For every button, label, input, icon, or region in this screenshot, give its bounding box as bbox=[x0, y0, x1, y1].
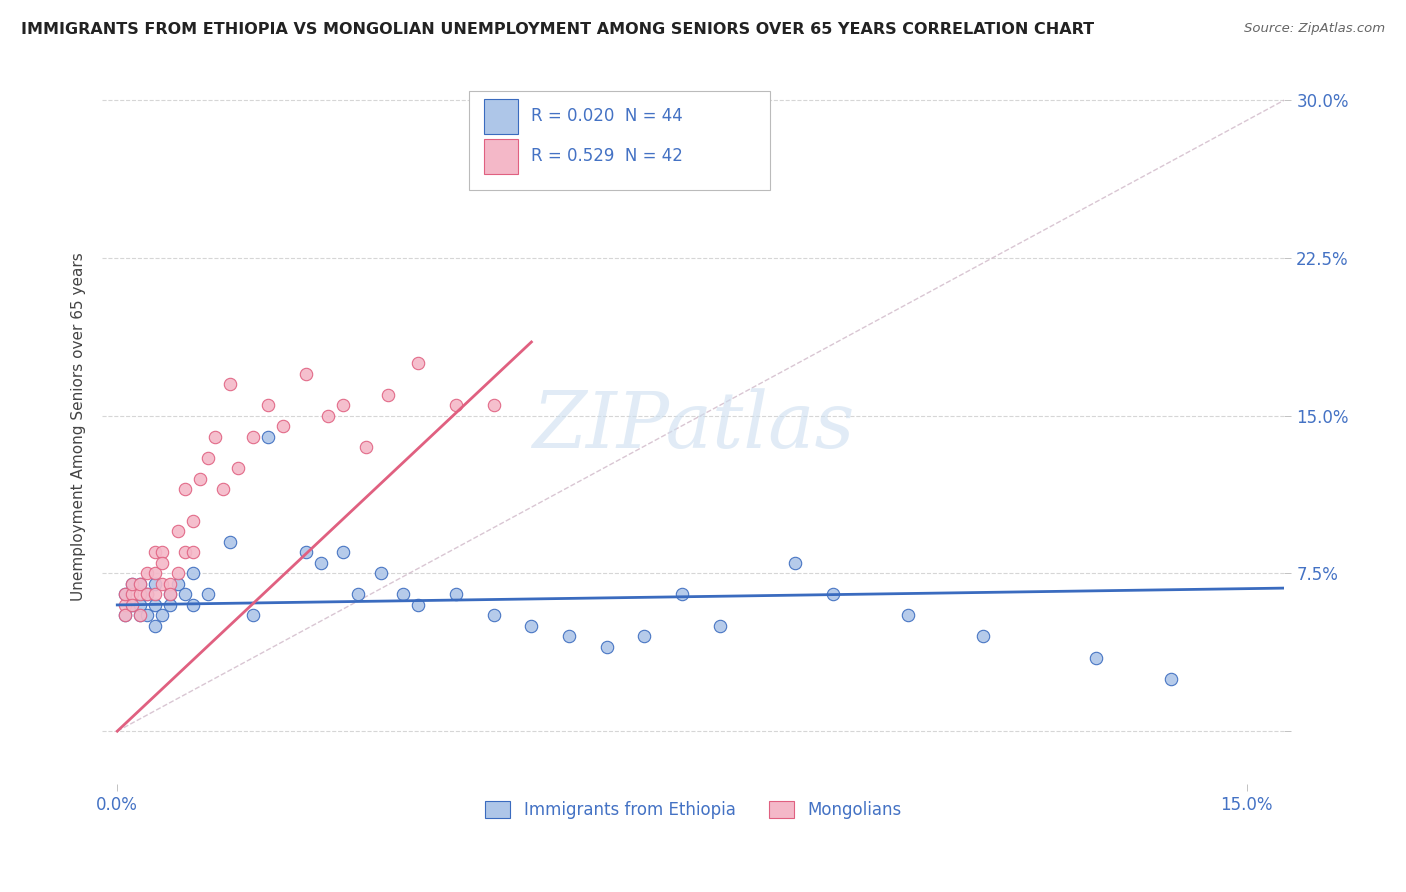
Point bbox=[121, 577, 143, 591]
Legend: Immigrants from Ethiopia, Mongolians: Immigrants from Ethiopia, Mongolians bbox=[478, 794, 908, 825]
Point bbox=[408, 598, 430, 612]
Point bbox=[143, 619, 166, 633]
Point bbox=[114, 608, 136, 623]
Point bbox=[242, 608, 264, 623]
Point bbox=[294, 545, 316, 559]
Point bbox=[316, 409, 339, 423]
Point bbox=[181, 598, 204, 612]
Text: R = 0.020  N = 44: R = 0.020 N = 44 bbox=[531, 107, 683, 126]
Point bbox=[143, 566, 166, 581]
Point bbox=[219, 534, 242, 549]
Point bbox=[152, 545, 174, 559]
Point bbox=[377, 387, 399, 401]
Point bbox=[128, 577, 150, 591]
Point bbox=[188, 472, 211, 486]
FancyBboxPatch shape bbox=[468, 91, 770, 190]
Point bbox=[332, 545, 354, 559]
Point bbox=[114, 587, 136, 601]
Point bbox=[121, 598, 143, 612]
Point bbox=[159, 587, 181, 601]
Point bbox=[143, 587, 166, 601]
Point bbox=[174, 587, 197, 601]
Point bbox=[633, 630, 655, 644]
Point bbox=[257, 398, 280, 412]
Point bbox=[143, 577, 166, 591]
Point bbox=[294, 367, 316, 381]
Point bbox=[128, 598, 150, 612]
Point bbox=[174, 482, 197, 496]
Point bbox=[181, 514, 204, 528]
Point bbox=[152, 577, 174, 591]
Text: R = 0.529  N = 42: R = 0.529 N = 42 bbox=[531, 147, 683, 166]
Point bbox=[159, 577, 181, 591]
Point bbox=[482, 398, 505, 412]
Point bbox=[671, 587, 693, 601]
Point bbox=[128, 587, 150, 601]
Point bbox=[114, 587, 136, 601]
Point bbox=[204, 430, 226, 444]
Point bbox=[370, 566, 392, 581]
Point bbox=[159, 598, 181, 612]
Text: Source: ZipAtlas.com: Source: ZipAtlas.com bbox=[1244, 22, 1385, 36]
Point bbox=[444, 587, 467, 601]
Point bbox=[128, 608, 150, 623]
Point bbox=[174, 545, 197, 559]
Point bbox=[558, 630, 581, 644]
Point bbox=[482, 608, 505, 623]
Point bbox=[121, 577, 143, 591]
Point bbox=[121, 598, 143, 612]
Point bbox=[211, 482, 233, 496]
Point bbox=[347, 587, 370, 601]
Point bbox=[972, 630, 994, 644]
Point bbox=[114, 598, 136, 612]
Point bbox=[121, 587, 143, 601]
Point bbox=[444, 398, 467, 412]
Point bbox=[783, 556, 806, 570]
Point bbox=[309, 556, 332, 570]
Point bbox=[143, 545, 166, 559]
Point bbox=[128, 608, 150, 623]
Point bbox=[1160, 672, 1182, 686]
Point bbox=[709, 619, 731, 633]
Point bbox=[136, 587, 159, 601]
Point bbox=[271, 419, 294, 434]
Text: IMMIGRANTS FROM ETHIOPIA VS MONGOLIAN UNEMPLOYMENT AMONG SENIORS OVER 65 YEARS C: IMMIGRANTS FROM ETHIOPIA VS MONGOLIAN UN… bbox=[21, 22, 1094, 37]
Point bbox=[1085, 650, 1108, 665]
Point bbox=[197, 450, 219, 465]
Point bbox=[136, 608, 159, 623]
Point bbox=[821, 587, 844, 601]
Point bbox=[152, 556, 174, 570]
Point bbox=[166, 577, 188, 591]
Point bbox=[166, 524, 188, 539]
Point bbox=[114, 608, 136, 623]
FancyBboxPatch shape bbox=[484, 99, 519, 135]
Text: ZIPatlas: ZIPatlas bbox=[531, 388, 855, 464]
Point bbox=[166, 566, 188, 581]
Point bbox=[392, 587, 415, 601]
Point bbox=[181, 566, 204, 581]
Point bbox=[181, 545, 204, 559]
Point bbox=[197, 587, 219, 601]
Point bbox=[226, 461, 249, 475]
Point bbox=[136, 587, 159, 601]
Point bbox=[257, 430, 280, 444]
Point bbox=[152, 608, 174, 623]
Point bbox=[219, 377, 242, 392]
Point bbox=[897, 608, 920, 623]
Point bbox=[520, 619, 543, 633]
Point bbox=[408, 356, 430, 370]
Point bbox=[159, 587, 181, 601]
Point bbox=[128, 577, 150, 591]
Point bbox=[143, 598, 166, 612]
Y-axis label: Unemployment Among Seniors over 65 years: Unemployment Among Seniors over 65 years bbox=[72, 252, 86, 600]
Point bbox=[354, 440, 377, 454]
FancyBboxPatch shape bbox=[484, 138, 519, 174]
Point bbox=[596, 640, 619, 654]
Point bbox=[136, 566, 159, 581]
Point bbox=[242, 430, 264, 444]
Point bbox=[332, 398, 354, 412]
